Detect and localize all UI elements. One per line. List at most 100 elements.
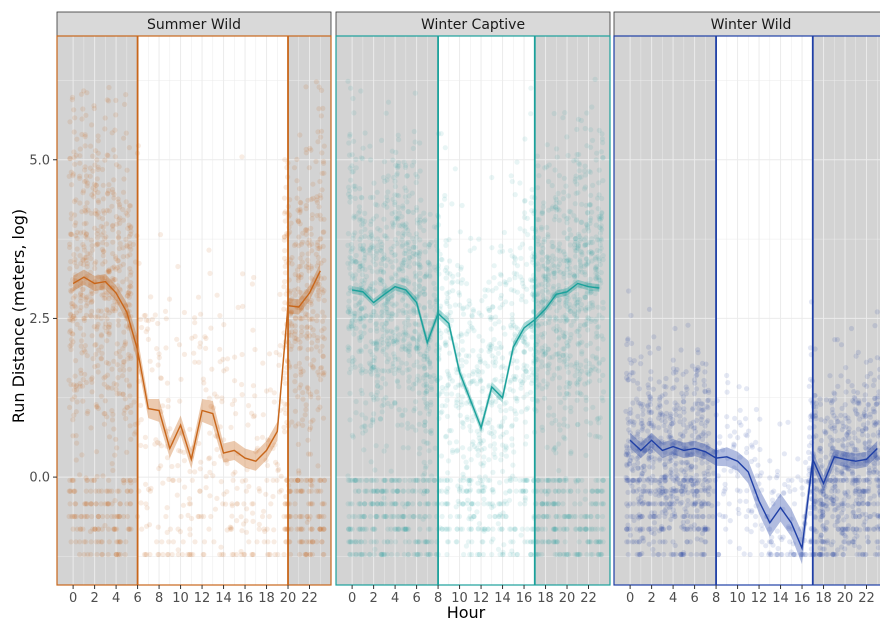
data-point (271, 527, 277, 533)
data-point (378, 277, 385, 283)
data-point (646, 541, 652, 547)
data-point (121, 513, 127, 520)
data-point (297, 289, 303, 295)
data-point (493, 399, 499, 405)
data-point (71, 387, 77, 393)
data-point (486, 457, 492, 463)
data-point (389, 249, 395, 256)
data-point (95, 513, 101, 520)
data-point (124, 449, 130, 455)
data-point (295, 275, 301, 281)
data-point (424, 401, 430, 407)
data-point (450, 449, 456, 455)
data-point (317, 178, 323, 185)
data-point (164, 428, 170, 434)
data-point (626, 461, 633, 467)
data-point (370, 253, 376, 259)
data-point (239, 154, 245, 160)
data-point (250, 518, 256, 525)
data-point (357, 299, 363, 305)
data-point (550, 300, 556, 306)
data-point (639, 427, 645, 433)
data-point (553, 256, 559, 262)
data-point (396, 289, 402, 295)
data-point (510, 388, 516, 394)
data-point (597, 230, 604, 236)
data-point (379, 368, 385, 374)
data-point (557, 391, 563, 397)
data-point (459, 402, 465, 408)
data-point (265, 539, 271, 545)
data-point (104, 513, 110, 520)
data-point (470, 501, 476, 507)
data-point (390, 488, 396, 494)
data-point (348, 539, 354, 545)
data-point (315, 259, 321, 265)
data-point (164, 529, 170, 536)
data-point (589, 137, 596, 143)
data-point (164, 455, 171, 461)
data-point (288, 513, 294, 520)
data-point (557, 327, 563, 333)
data-point (562, 405, 568, 411)
data-point (192, 315, 198, 321)
data-point (427, 320, 433, 326)
data-point (422, 513, 428, 520)
data-point (92, 162, 98, 168)
data-point (524, 369, 530, 375)
data-point (348, 321, 354, 327)
data-point (562, 539, 568, 545)
data-point (535, 235, 542, 241)
data-point (449, 280, 455, 286)
data-point (368, 339, 374, 345)
data-point (88, 291, 94, 297)
data-point (380, 551, 386, 558)
data-point (79, 292, 86, 298)
data-point (467, 477, 473, 483)
data-point (297, 315, 303, 321)
data-point (379, 137, 385, 143)
data-point (521, 366, 527, 372)
data-point (267, 551, 273, 558)
data-point (349, 539, 355, 545)
data-point (145, 326, 151, 332)
data-point (476, 521, 482, 527)
data-point (303, 202, 309, 209)
data-point (545, 282, 551, 288)
data-point (314, 539, 320, 545)
data-point (356, 526, 362, 532)
data-point (506, 488, 513, 494)
data-point (155, 362, 161, 368)
data-point (115, 234, 121, 240)
data-point (297, 539, 303, 545)
data-point (552, 195, 559, 201)
data-point (400, 221, 406, 227)
data-point (424, 539, 430, 545)
data-point (321, 477, 328, 483)
data-point (78, 343, 84, 349)
data-point (362, 292, 368, 299)
data-point (378, 248, 385, 254)
data-point (535, 241, 541, 247)
data-point (491, 503, 497, 509)
data-point (356, 301, 362, 307)
data-point (303, 539, 310, 545)
data-point (669, 501, 675, 507)
data-point (405, 425, 411, 431)
data-point (100, 473, 106, 479)
data-point (289, 419, 295, 425)
data-point (383, 263, 389, 269)
data-point (634, 526, 640, 532)
data-point (564, 361, 570, 367)
data-point (573, 477, 579, 483)
data-point (394, 172, 400, 178)
data-point (164, 505, 170, 511)
data-point (295, 207, 301, 213)
data-point (80, 280, 86, 286)
data-point (412, 239, 418, 245)
data-point (128, 231, 134, 237)
data-point (497, 512, 503, 518)
data-point (407, 309, 413, 315)
data-point (392, 333, 398, 339)
